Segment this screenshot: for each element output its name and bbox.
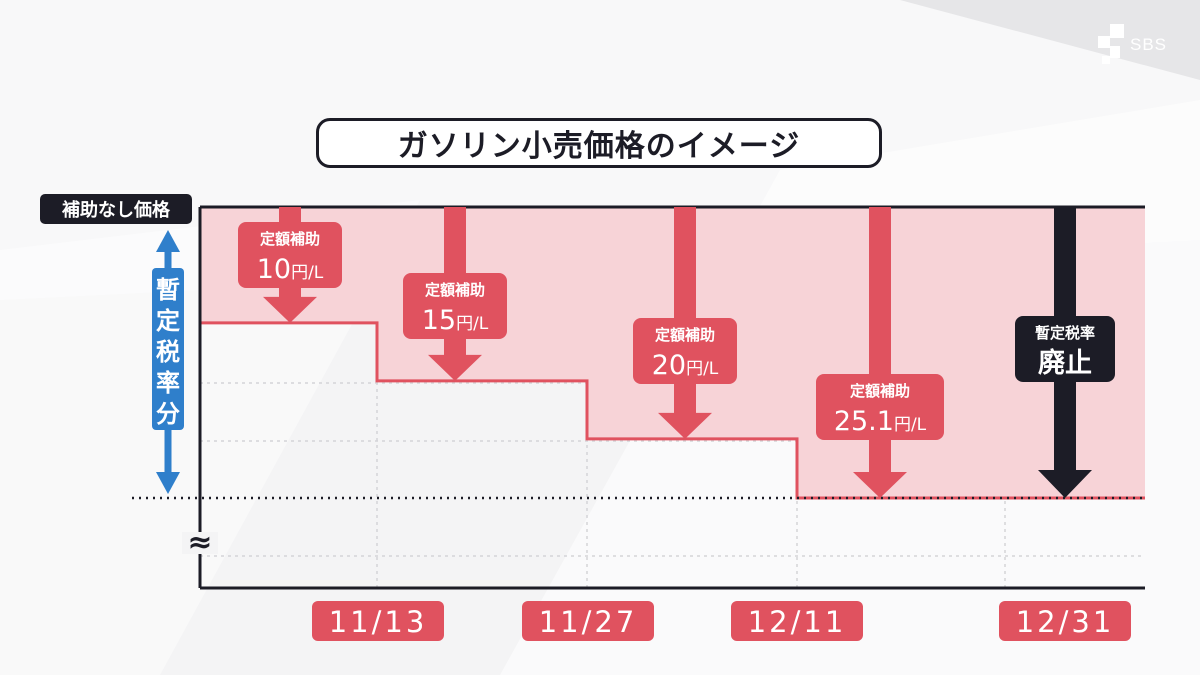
date-label: 11/13 <box>312 601 444 641</box>
subsidy-label: 定額補助 <box>260 230 320 248</box>
subsidy-value: 20円/L <box>652 350 719 381</box>
sbs-logo-text: SBS <box>1130 35 1168 54</box>
date-label: 11/27 <box>522 601 654 641</box>
date-label-box <box>522 601 654 641</box>
subsidy-arrow: 定額補助 20円/L <box>633 207 737 439</box>
side-label-char: 率 <box>156 369 180 397</box>
subsidy-label-box <box>633 318 737 384</box>
price-step-line <box>200 321 1145 500</box>
date-label-text: 11/13 <box>329 605 428 639</box>
date-label-box <box>999 601 1131 641</box>
subsidy-label: 定額補助 <box>850 382 910 400</box>
side-label-box <box>152 268 184 430</box>
date-label: 12/11 <box>731 601 863 641</box>
abolition-value: 廃止 <box>1038 347 1092 379</box>
chart-title: ガソリン小売価格のイメージ <box>316 118 882 168</box>
date-label-text: 12/31 <box>1016 605 1115 639</box>
sbs-logo: SBS <box>1098 24 1167 66</box>
subsidy-arrow: 定額補助 15円/L <box>403 207 507 381</box>
subsidy-arrow-head <box>428 354 482 381</box>
sbs-logo-mark <box>1098 24 1124 66</box>
date-label-box <box>312 601 444 641</box>
side-label-char: 税 <box>156 338 180 366</box>
subsidy-label: 定額補助 <box>655 326 715 344</box>
side-label-char: 暫 <box>156 276 180 304</box>
side-arrow-down-head <box>156 472 180 494</box>
date-label-text: 12/11 <box>748 605 847 639</box>
side-arrow-up-head <box>156 230 180 252</box>
date-label-box <box>731 601 863 641</box>
top-label: 補助なし価格 <box>61 199 171 221</box>
side-label-char: 定 <box>156 307 180 335</box>
subsidy-label-box <box>238 222 342 288</box>
abolition-arrow-head <box>1038 470 1092 498</box>
top-label-box <box>40 194 192 224</box>
date-label-text: 11/27 <box>539 605 638 639</box>
subsidy-value: 15円/L <box>422 305 489 336</box>
subsidy-label-box <box>816 374 944 440</box>
subsidy-arrow: 定額補助 25.1円/L <box>816 207 944 498</box>
subsidy-arrow-head <box>263 296 317 323</box>
date-label: 12/31 <box>999 601 1131 641</box>
subsidy-arrow: 定額補助 10円/L <box>238 207 342 323</box>
subsidy-value: 25.1円/L <box>834 406 927 437</box>
subsidy-label-box <box>403 273 507 339</box>
subsidy-arrow-head <box>853 472 907 498</box>
axis-break-gap <box>182 532 218 554</box>
abolition-label: 暫定税率 <box>1035 324 1095 342</box>
axis-break-icon: ≈ <box>187 525 212 560</box>
subsidy-arrow-head <box>658 412 712 439</box>
abolition-label-box <box>1015 316 1115 382</box>
subsidy-label: 定額補助 <box>425 281 485 299</box>
subsidy-value: 10円/L <box>257 254 324 285</box>
side-label-char: 分 <box>156 400 180 428</box>
